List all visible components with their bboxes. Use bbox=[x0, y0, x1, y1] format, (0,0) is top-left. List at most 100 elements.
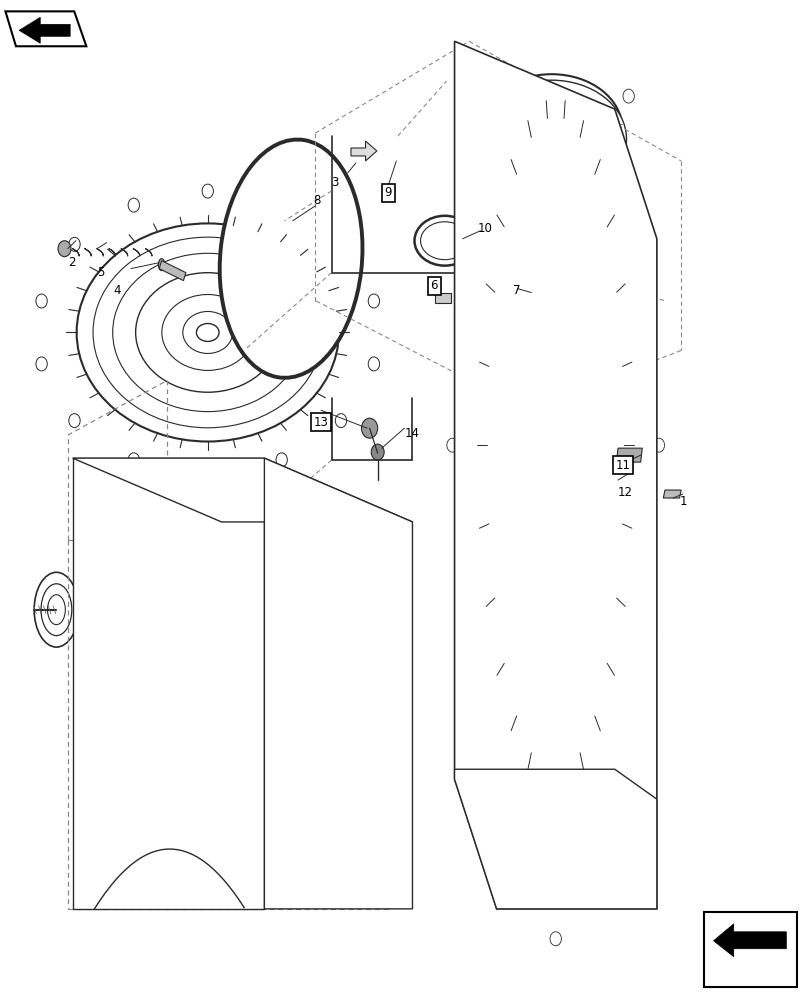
Ellipse shape bbox=[76, 223, 338, 442]
Ellipse shape bbox=[187, 732, 216, 767]
Circle shape bbox=[454, 249, 466, 263]
Polygon shape bbox=[616, 448, 642, 462]
Text: 8: 8 bbox=[312, 194, 320, 207]
Circle shape bbox=[69, 237, 80, 251]
Bar bbox=[435, 293, 451, 303]
Text: 7: 7 bbox=[513, 284, 520, 297]
Polygon shape bbox=[6, 11, 86, 46]
Text: 3: 3 bbox=[331, 176, 338, 189]
Ellipse shape bbox=[282, 823, 303, 845]
Ellipse shape bbox=[187, 637, 216, 672]
Ellipse shape bbox=[113, 542, 141, 577]
Circle shape bbox=[582, 98, 599, 118]
Ellipse shape bbox=[331, 815, 367, 853]
Ellipse shape bbox=[93, 237, 322, 428]
Ellipse shape bbox=[135, 273, 280, 392]
Text: 13: 13 bbox=[313, 416, 328, 429]
Circle shape bbox=[549, 293, 562, 309]
Ellipse shape bbox=[102, 719, 151, 779]
Polygon shape bbox=[350, 141, 376, 161]
Ellipse shape bbox=[178, 530, 226, 590]
Text: 2: 2 bbox=[67, 256, 75, 269]
Ellipse shape bbox=[41, 584, 71, 636]
Polygon shape bbox=[466, 279, 557, 305]
Ellipse shape bbox=[514, 248, 596, 643]
Circle shape bbox=[454, 627, 466, 641]
Circle shape bbox=[609, 472, 625, 492]
Ellipse shape bbox=[274, 815, 311, 853]
Circle shape bbox=[582, 140, 599, 160]
Circle shape bbox=[510, 894, 521, 908]
Circle shape bbox=[558, 153, 574, 173]
Ellipse shape bbox=[339, 649, 359, 671]
Circle shape bbox=[612, 476, 622, 488]
Circle shape bbox=[645, 249, 656, 263]
Circle shape bbox=[645, 627, 656, 641]
Ellipse shape bbox=[187, 827, 216, 861]
Circle shape bbox=[528, 153, 544, 173]
Ellipse shape bbox=[113, 637, 141, 672]
Ellipse shape bbox=[187, 542, 216, 577]
Polygon shape bbox=[454, 769, 656, 909]
Circle shape bbox=[558, 85, 574, 105]
Ellipse shape bbox=[282, 738, 303, 760]
Ellipse shape bbox=[220, 140, 362, 378]
Ellipse shape bbox=[34, 572, 79, 647]
Ellipse shape bbox=[496, 165, 613, 725]
Ellipse shape bbox=[196, 323, 219, 341]
Ellipse shape bbox=[113, 732, 141, 767]
Circle shape bbox=[367, 357, 379, 371]
Bar bbox=[703, 912, 796, 987]
Circle shape bbox=[549, 932, 560, 946]
Ellipse shape bbox=[274, 551, 311, 589]
Ellipse shape bbox=[476, 80, 626, 198]
Ellipse shape bbox=[161, 295, 253, 370]
Circle shape bbox=[128, 453, 139, 467]
Text: 5: 5 bbox=[97, 266, 104, 279]
Circle shape bbox=[58, 241, 71, 257]
Text: 11: 11 bbox=[615, 459, 629, 472]
Circle shape bbox=[589, 894, 600, 908]
Ellipse shape bbox=[274, 730, 311, 768]
Circle shape bbox=[36, 357, 47, 371]
Ellipse shape bbox=[511, 99, 591, 159]
Circle shape bbox=[446, 438, 457, 452]
Ellipse shape bbox=[158, 259, 165, 271]
Polygon shape bbox=[72, 458, 412, 522]
Polygon shape bbox=[19, 17, 70, 43]
Ellipse shape bbox=[48, 595, 65, 625]
Text: 14: 14 bbox=[404, 427, 418, 440]
Circle shape bbox=[335, 237, 346, 251]
Ellipse shape bbox=[331, 730, 367, 768]
Circle shape bbox=[276, 198, 287, 212]
Polygon shape bbox=[713, 924, 785, 957]
Circle shape bbox=[495, 119, 511, 139]
Circle shape bbox=[371, 444, 384, 460]
Circle shape bbox=[504, 98, 520, 118]
Ellipse shape bbox=[274, 641, 311, 679]
Circle shape bbox=[622, 89, 633, 103]
Circle shape bbox=[528, 85, 544, 105]
Circle shape bbox=[361, 418, 377, 438]
Polygon shape bbox=[454, 41, 656, 909]
Ellipse shape bbox=[113, 253, 303, 412]
Text: 10: 10 bbox=[477, 222, 491, 235]
Ellipse shape bbox=[339, 823, 359, 845]
Ellipse shape bbox=[480, 74, 622, 184]
Circle shape bbox=[367, 294, 379, 308]
Circle shape bbox=[128, 198, 139, 212]
Ellipse shape bbox=[102, 814, 151, 874]
Polygon shape bbox=[663, 490, 680, 498]
Circle shape bbox=[335, 414, 346, 428]
Ellipse shape bbox=[531, 330, 579, 560]
Ellipse shape bbox=[487, 116, 624, 774]
Ellipse shape bbox=[178, 625, 226, 684]
Polygon shape bbox=[264, 458, 412, 909]
Polygon shape bbox=[159, 261, 186, 281]
Ellipse shape bbox=[102, 530, 151, 590]
Ellipse shape bbox=[339, 738, 359, 760]
Ellipse shape bbox=[182, 311, 233, 353]
Text: 6: 6 bbox=[430, 279, 437, 292]
Text: 9: 9 bbox=[384, 186, 392, 199]
Circle shape bbox=[504, 140, 520, 160]
